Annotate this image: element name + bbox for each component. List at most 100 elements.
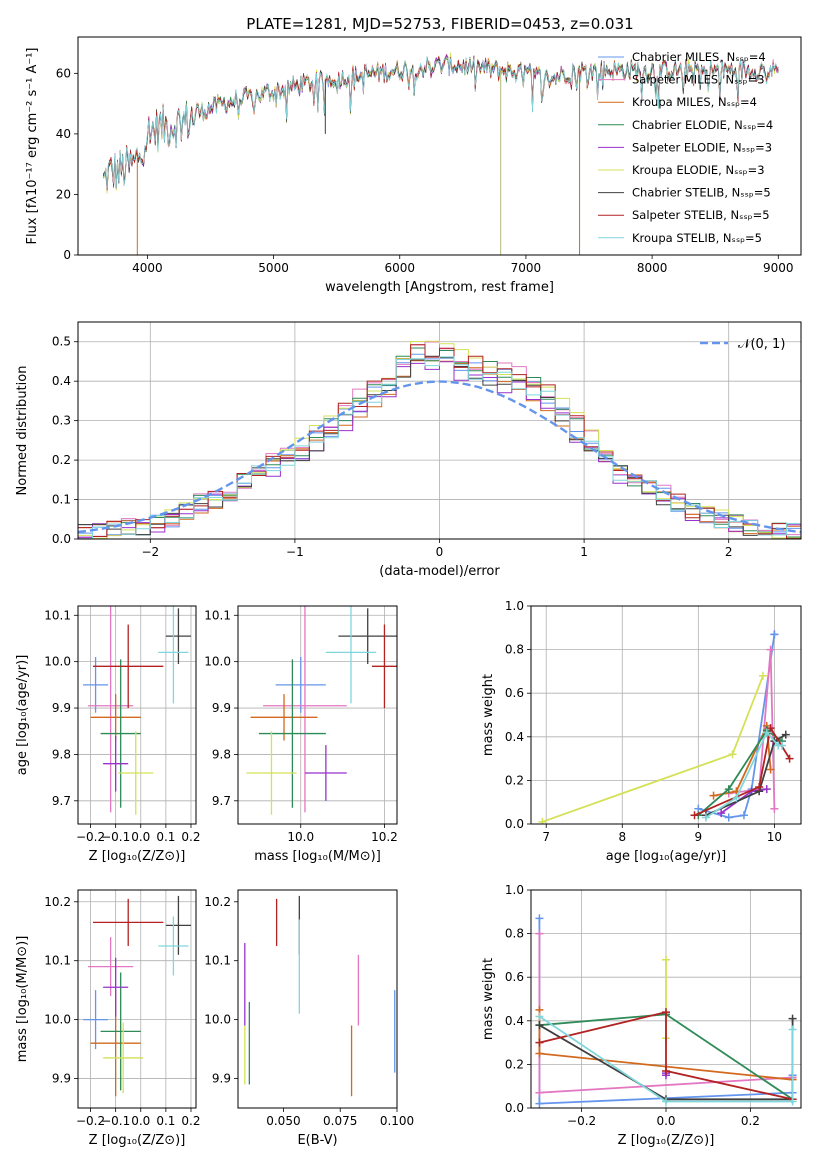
plot-area [83, 895, 191, 1097]
weight-marker [758, 671, 767, 680]
y-axis-label: mass weight [481, 958, 496, 1040]
x-tick-label: 7000 [511, 261, 542, 275]
weight-marker [535, 1021, 544, 1030]
x-tick-label: 7 [542, 830, 550, 844]
legend: 𝒩(0, 1) [700, 337, 785, 352]
x-tick-label: 0.0 [656, 1114, 675, 1128]
x-tick-label: 0.2 [181, 1114, 200, 1128]
weight-marker [770, 630, 779, 639]
legend: Chabrier MILES, Nₛₛₚ=4 Salpeter MILES, Nₛ… [598, 50, 773, 245]
legend-entry: Salpeter STELIB, Nₛₛₚ=5 [632, 208, 770, 222]
x-tick-label: −1 [286, 545, 304, 559]
axes-frame [530, 889, 802, 1109]
weight-marker [535, 1099, 544, 1108]
weight-line [538, 1015, 794, 1103]
y-tick-label: 9.9 [52, 701, 71, 715]
x-tick-label: 5000 [258, 261, 289, 275]
weight-marker [724, 785, 733, 794]
weight-marker [535, 1038, 544, 1047]
y-tick-label: 10.2 [204, 895, 231, 909]
weight-marker [662, 1066, 670, 1075]
weight-marker [777, 741, 786, 750]
y-tick-label: 0.5 [52, 335, 71, 349]
weight-marker [770, 804, 779, 813]
weight-line [705, 733, 787, 817]
histogram-step [78, 356, 801, 539]
x-tick-label: −0.1 [101, 1114, 130, 1128]
y-tick-label: 0.8 [505, 643, 524, 657]
y-tick-label: 1.0 [505, 883, 524, 897]
axes-frame [77, 889, 197, 1109]
x-tick-label: 1 [580, 545, 588, 559]
x-tick-label: 0.2 [181, 830, 200, 844]
y-tick-label: 9.9 [52, 1072, 71, 1086]
weight-marker [701, 813, 710, 822]
y-tick-label: 9.8 [52, 747, 71, 761]
weight-marker [538, 817, 547, 824]
plot-area [78, 340, 801, 539]
legend-entry: 𝒩(0, 1) [738, 337, 785, 352]
y-axis-label: age [log₁₀(age/yr)] [15, 655, 30, 776]
x-tick-label: 10.2 [371, 830, 398, 844]
y-tick-label: 0.2 [505, 773, 524, 787]
y-tick-label: 9.7 [212, 794, 231, 808]
histogram-step [78, 341, 801, 539]
y-tick-label: 0.8 [505, 927, 524, 941]
axes-frame [237, 889, 398, 1109]
y-tick-label: 0.0 [505, 1101, 524, 1115]
weight-line [697, 729, 783, 816]
x-tick-label: 8000 [637, 261, 668, 275]
x-tick-label: −2 [141, 545, 159, 559]
legend-entry: Chabrier MILES, Nₛₛₚ=4 [632, 50, 766, 64]
weight-marker [535, 1088, 544, 1097]
grid [238, 606, 397, 824]
weight-marker [662, 955, 670, 964]
x-axis-label: wavelength [Angstrom, rest frame] [325, 280, 554, 295]
weight-line [694, 725, 791, 817]
y-axis-label: mass weight [481, 674, 496, 756]
plot-area [535, 914, 797, 1108]
weight-marker [717, 809, 726, 818]
weight-marker [766, 765, 775, 774]
axes-frame [77, 605, 197, 825]
x-tick-label: 6000 [384, 261, 415, 275]
x-tick-label: 2 [725, 545, 733, 559]
figure-title: PLATE=1281, MJD=52753, FIBERID=0453, z=0… [246, 15, 633, 33]
legend-entry: Kroupa STELIB, Nₛₛₚ=5 [632, 231, 762, 245]
y-tick-label: 9.7 [52, 794, 71, 808]
y-tick-label: 10.0 [204, 655, 231, 669]
y-tick-label: 0.3 [52, 414, 71, 428]
y-tick-label: 9.9 [212, 1072, 231, 1086]
y-tick-label: 1.0 [505, 599, 524, 613]
axes-frame [237, 605, 398, 825]
plot-area [83, 606, 191, 815]
weight-marker [732, 793, 741, 802]
histogram-step [78, 344, 801, 539]
panel-spectrum: 4000 5000 6000 7000 8000 9000 0 20 40 60 wavelengt… [25, 36, 802, 295]
y-tick-label: 0.0 [505, 817, 524, 831]
y-axis-label: Flux [fλ10⁻¹⁷ erg cm⁻² s⁻¹ A⁻¹] [25, 48, 40, 245]
y-tick-label: 20 [56, 187, 71, 201]
x-tick-label: −0.2 [76, 1114, 105, 1128]
y-tick-label: 0.4 [52, 374, 71, 388]
weight-marker [755, 782, 764, 791]
weight-line [728, 649, 776, 809]
gaussian-reference-curve [78, 380, 801, 534]
panel-age-vs-Z: −0.2−0.1 0.0 0.1 0.2 9.7 9.8 9.9 10.0 10.1 Z [log… [15, 605, 201, 864]
weight-marker [788, 1097, 797, 1106]
weight-marker [709, 791, 718, 800]
x-axis-label: Z [log₁₀(Z/Z⊙)] [89, 849, 186, 864]
y-tick-label: 40 [56, 127, 71, 141]
weight-marker [739, 811, 748, 820]
weight-marker [788, 1025, 797, 1034]
x-axis-label: Z [log₁₀(Z/Z⊙)] [618, 1133, 715, 1148]
y-tick-label: 60 [56, 66, 71, 80]
y-tick-label: 0 [63, 248, 71, 262]
x-tick-label: −0.2 [76, 830, 105, 844]
y-tick-label: 0.1 [52, 493, 71, 507]
y-tick-label: 0.2 [505, 1057, 524, 1071]
y-axis-label: Normed distribution [15, 366, 30, 496]
x-tick-label: 9 [695, 830, 703, 844]
y-tick-label: 0.4 [505, 730, 524, 744]
y-tick-label: 0.0 [52, 532, 71, 546]
